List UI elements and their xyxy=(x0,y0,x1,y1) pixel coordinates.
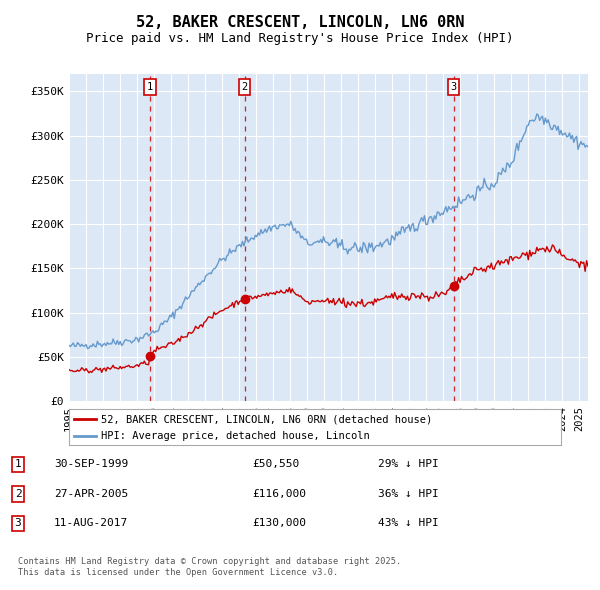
Text: 36% ↓ HPI: 36% ↓ HPI xyxy=(378,489,439,499)
Text: Price paid vs. HM Land Registry's House Price Index (HPI): Price paid vs. HM Land Registry's House … xyxy=(86,32,514,45)
Text: 1: 1 xyxy=(147,82,153,92)
Text: This data is licensed under the Open Government Licence v3.0.: This data is licensed under the Open Gov… xyxy=(18,568,338,577)
Text: 2: 2 xyxy=(14,489,22,499)
Text: £50,550: £50,550 xyxy=(252,460,299,469)
Text: 3: 3 xyxy=(14,519,22,528)
Text: 52, BAKER CRESCENT, LINCOLN, LN6 0RN: 52, BAKER CRESCENT, LINCOLN, LN6 0RN xyxy=(136,15,464,30)
Text: £130,000: £130,000 xyxy=(252,519,306,528)
Text: 11-AUG-2017: 11-AUG-2017 xyxy=(54,519,128,528)
Text: £116,000: £116,000 xyxy=(252,489,306,499)
Text: Contains HM Land Registry data © Crown copyright and database right 2025.: Contains HM Land Registry data © Crown c… xyxy=(18,558,401,566)
Text: 3: 3 xyxy=(451,82,457,92)
Text: 29% ↓ HPI: 29% ↓ HPI xyxy=(378,460,439,469)
Text: HPI: Average price, detached house, Lincoln: HPI: Average price, detached house, Linc… xyxy=(101,431,370,441)
Text: 27-APR-2005: 27-APR-2005 xyxy=(54,489,128,499)
Text: 2: 2 xyxy=(241,82,248,92)
Text: 1: 1 xyxy=(14,460,22,469)
Text: 30-SEP-1999: 30-SEP-1999 xyxy=(54,460,128,469)
Text: 52, BAKER CRESCENT, LINCOLN, LN6 0RN (detached house): 52, BAKER CRESCENT, LINCOLN, LN6 0RN (de… xyxy=(101,414,432,424)
Text: 43% ↓ HPI: 43% ↓ HPI xyxy=(378,519,439,528)
